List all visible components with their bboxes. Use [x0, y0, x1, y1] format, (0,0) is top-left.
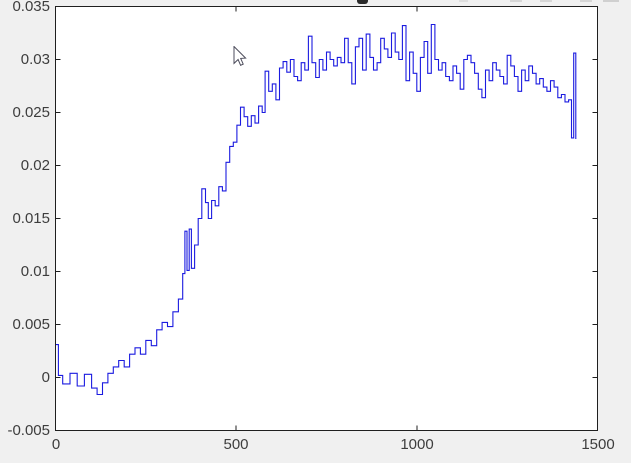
y-tick-label: 0.02	[20, 157, 50, 174]
y-tick-label: 0.01	[20, 263, 50, 280]
x-tick-label: 1000	[400, 436, 434, 453]
x-tick-label: 0	[51, 436, 61, 453]
y-tick-label: 0.015	[12, 210, 50, 227]
y-tick-label: 0	[41, 369, 50, 386]
y-tick-label: 0.005	[12, 316, 50, 333]
y-tick-label: 0.025	[12, 104, 50, 121]
axes-box	[55, 6, 598, 431]
clipped-title-fragment	[357, 0, 368, 4]
y-tick-label: -0.005	[7, 422, 50, 439]
toolbar-icon-fragment[interactable]	[459, 0, 468, 2]
toolbar-icon-fragment[interactable]	[510, 0, 522, 2]
toolbar-icon-fragment[interactable]	[603, 0, 619, 2]
x-tick-label: 1500	[581, 436, 615, 453]
toolbar-icon-fragment[interactable]	[580, 0, 592, 2]
y-tick-label: 0.03	[20, 51, 50, 68]
data-series-line	[55, 23, 577, 396]
y-tick-label: 0.035	[12, 0, 50, 15]
toolbar-icon-fragment[interactable]	[540, 0, 552, 2]
x-tick-label: 500	[223, 436, 249, 453]
